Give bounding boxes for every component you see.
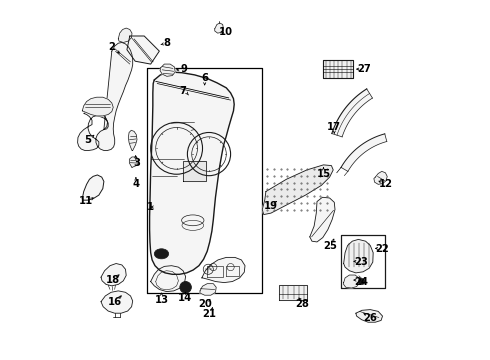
Polygon shape: [129, 157, 139, 167]
Polygon shape: [151, 266, 186, 292]
Polygon shape: [101, 291, 133, 313]
Text: 25: 25: [324, 240, 338, 251]
Polygon shape: [202, 257, 245, 283]
Text: 17: 17: [327, 122, 341, 132]
Polygon shape: [183, 161, 206, 181]
Text: 6: 6: [201, 73, 208, 84]
Text: 28: 28: [295, 299, 309, 309]
Text: 27: 27: [358, 64, 371, 74]
Text: 23: 23: [354, 257, 368, 267]
Polygon shape: [101, 264, 126, 286]
Text: 14: 14: [177, 293, 192, 303]
Polygon shape: [127, 36, 159, 64]
Text: 22: 22: [376, 244, 390, 254]
Text: 16: 16: [108, 297, 122, 307]
Polygon shape: [341, 134, 387, 171]
Polygon shape: [147, 68, 262, 293]
Text: 5: 5: [84, 135, 91, 145]
Circle shape: [180, 282, 192, 293]
Polygon shape: [118, 28, 132, 42]
Polygon shape: [374, 171, 387, 184]
Text: 19: 19: [264, 201, 278, 211]
Text: 18: 18: [105, 275, 120, 285]
Text: 3: 3: [133, 158, 140, 168]
Polygon shape: [356, 310, 383, 322]
Ellipse shape: [154, 249, 169, 259]
Text: 2: 2: [108, 42, 115, 52]
Polygon shape: [343, 275, 360, 288]
Text: 8: 8: [163, 38, 170, 48]
Polygon shape: [215, 23, 223, 33]
Polygon shape: [128, 130, 137, 150]
Polygon shape: [323, 60, 353, 78]
Text: 13: 13: [154, 294, 169, 305]
Text: 9: 9: [180, 64, 187, 74]
Polygon shape: [279, 285, 307, 300]
Text: 4: 4: [133, 179, 140, 189]
Polygon shape: [82, 97, 113, 116]
Text: 11: 11: [79, 196, 93, 206]
Text: 7: 7: [180, 86, 187, 96]
Polygon shape: [77, 42, 133, 150]
Polygon shape: [262, 165, 333, 215]
Polygon shape: [160, 64, 175, 76]
Polygon shape: [149, 72, 234, 274]
Polygon shape: [342, 235, 385, 288]
Text: 12: 12: [378, 179, 392, 189]
Polygon shape: [200, 284, 216, 295]
Polygon shape: [82, 175, 104, 200]
Polygon shape: [310, 197, 335, 242]
Text: 1: 1: [147, 202, 154, 212]
Text: 15: 15: [317, 168, 331, 179]
Circle shape: [358, 278, 365, 285]
Polygon shape: [332, 89, 372, 137]
Text: 20: 20: [198, 299, 212, 309]
Text: 10: 10: [220, 27, 233, 37]
Text: 26: 26: [364, 312, 377, 323]
Polygon shape: [343, 239, 373, 273]
Text: 21: 21: [202, 309, 216, 319]
Text: 24: 24: [354, 276, 368, 287]
